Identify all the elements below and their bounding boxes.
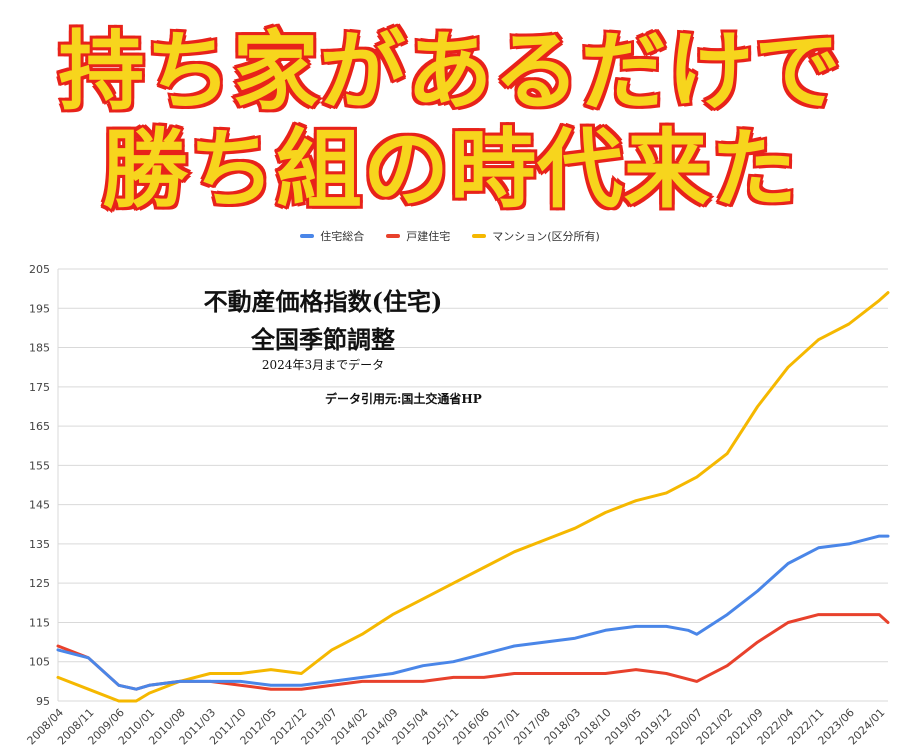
legend-swatch <box>386 234 400 238</box>
y-tick-label: 155 <box>29 459 50 472</box>
legend-label: 住宅総合 <box>320 228 364 244</box>
y-tick-label: 205 <box>29 263 50 276</box>
chart-annotation-title-line2: 全国季節調整 <box>128 320 518 355</box>
legend-item-kodate: 戸建住宅 <box>386 228 450 244</box>
y-tick-label: 165 <box>29 420 50 433</box>
y-tick-label: 185 <box>29 342 50 355</box>
chart-annotation-title-line1: 不動産価格指数(住宅) <box>128 282 518 317</box>
legend-label: マンション(区分所有) <box>492 228 600 244</box>
headline-line1: 持ち家があるだけで <box>0 22 900 122</box>
legend-swatch <box>472 234 486 238</box>
y-tick-label: 95 <box>36 695 50 708</box>
y-tick-label: 195 <box>29 302 50 315</box>
y-tick-label: 175 <box>29 381 50 394</box>
y-tick-label: 145 <box>29 499 50 512</box>
y-tick-label: 115 <box>29 616 50 629</box>
legend-item-mansion: マンション(区分所有) <box>472 228 600 244</box>
y-tick-label: 135 <box>29 538 50 551</box>
series-line-1 <box>58 615 888 690</box>
series-line-0 <box>58 536 888 689</box>
headline-line2: 勝ち組の時代来た <box>0 120 900 220</box>
legend-swatch <box>300 234 314 238</box>
legend-label: 戸建住宅 <box>406 228 450 244</box>
y-tick-label: 105 <box>29 656 50 669</box>
y-tick-label: 125 <box>29 577 50 590</box>
chart-annotation-subtitle: 2024年3月までデータ <box>128 356 518 373</box>
chart-annotation-source: データ引用元:国土交通省HP <box>325 390 482 407</box>
chart-legend: 住宅総合 戸建住宅 マンション(区分所有) <box>0 228 900 244</box>
legend-item-sogo: 住宅総合 <box>300 228 364 244</box>
